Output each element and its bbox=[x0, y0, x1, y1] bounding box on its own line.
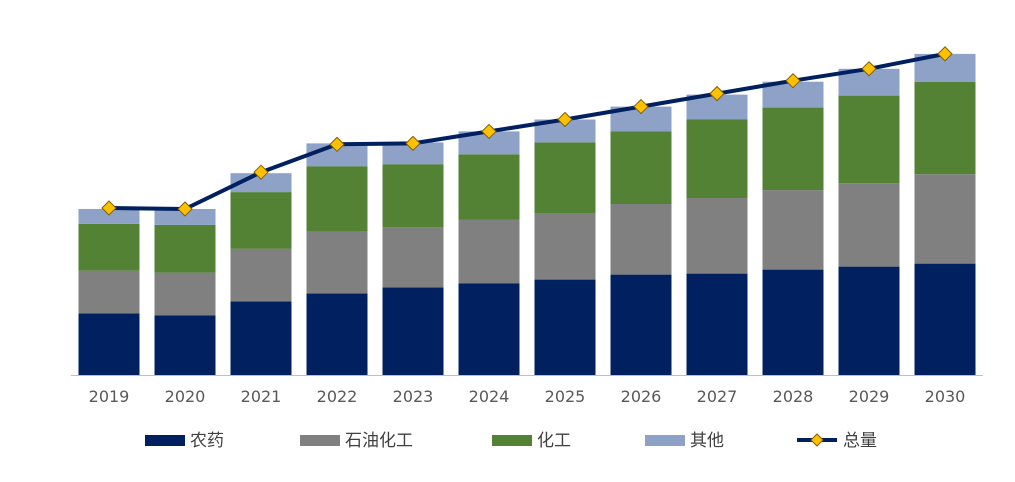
bar-segment-petrochemical-2020 bbox=[154, 272, 216, 316]
total-line bbox=[108, 51, 946, 211]
legend-label: 化工 bbox=[537, 431, 571, 451]
bar-segment-other-2024 bbox=[458, 131, 520, 155]
legend-label: 总量 bbox=[843, 431, 877, 451]
bars-layer bbox=[78, 53, 976, 375]
legend: 农药 石油化工 化工 其他 总量 bbox=[145, 431, 877, 451]
x-tick-label: 2028 bbox=[773, 387, 814, 406]
bar-segment-petrochemical-2021 bbox=[230, 248, 292, 302]
bar-segment-pesticide-2027 bbox=[686, 273, 748, 375]
x-tick-label: 2030 bbox=[925, 387, 966, 406]
bar-segment-chemical-2022 bbox=[306, 166, 368, 232]
bar-segment-petrochemical-2023 bbox=[382, 227, 444, 288]
x-tick-label: 2022 bbox=[317, 387, 358, 406]
bar-segment-chemical-2024 bbox=[458, 154, 520, 220]
x-tick-label: 2025 bbox=[545, 387, 586, 406]
bar-segment-pesticide-2020 bbox=[154, 315, 216, 375]
bar-segment-petrochemical-2027 bbox=[686, 198, 748, 274]
legend-label: 其他 bbox=[690, 431, 724, 451]
total-marker-2019 bbox=[101, 200, 117, 216]
bar-segment-petrochemical-2019 bbox=[78, 270, 140, 314]
legend-swatch bbox=[300, 435, 340, 446]
bar-segment-chemical-2026 bbox=[610, 131, 672, 204]
x-tick-label: 2020 bbox=[165, 387, 206, 406]
bar-segment-petrochemical-2022 bbox=[306, 231, 368, 294]
bar-segment-pesticide-2028 bbox=[762, 269, 824, 375]
total-marker-2029 bbox=[861, 61, 877, 77]
bar-segment-petrochemical-2029 bbox=[838, 183, 900, 267]
x-tick-labels: 2019 2020 2021 2022 2023 2024 2025 2026 2027 2028… bbox=[89, 387, 966, 406]
bar-segment-pesticide-2026 bbox=[610, 274, 672, 375]
x-tick-label: 2026 bbox=[621, 387, 662, 406]
bar-segment-chemical-2030 bbox=[914, 81, 976, 175]
bar-segment-chemical-2028 bbox=[762, 107, 824, 191]
total-line-layer bbox=[101, 46, 953, 217]
bar-segment-petrochemical-2030 bbox=[914, 174, 976, 264]
legend-swatch bbox=[145, 435, 185, 446]
total-marker-2026 bbox=[633, 98, 649, 115]
total-marker-2030 bbox=[937, 46, 953, 62]
legend-label: 石油化工 bbox=[345, 431, 413, 451]
total-marker-2021 bbox=[253, 164, 269, 180]
bar-segment-petrochemical-2024 bbox=[458, 219, 520, 284]
bar-segment-pesticide-2022 bbox=[306, 293, 368, 375]
bar-segment-chemical-2019 bbox=[78, 223, 140, 271]
legend-swatch bbox=[492, 435, 532, 446]
x-tick-label: 2024 bbox=[469, 387, 510, 406]
bar-segment-petrochemical-2026 bbox=[610, 204, 672, 275]
legend-diamond-icon bbox=[810, 433, 824, 447]
total-marker-2024 bbox=[481, 123, 497, 140]
total-marker-2020 bbox=[177, 201, 193, 217]
total-marker-2028 bbox=[785, 73, 801, 89]
bar-segment-pesticide-2024 bbox=[458, 283, 520, 375]
bar-segment-other-2023 bbox=[382, 142, 444, 165]
total-marker-2023 bbox=[405, 135, 421, 152]
bar-segment-other-2025 bbox=[534, 119, 596, 143]
bar-segment-pesticide-2025 bbox=[534, 279, 596, 375]
bar-segment-chemical-2021 bbox=[230, 192, 292, 249]
total-marker-2027 bbox=[709, 85, 725, 102]
bar-segment-pesticide-2029 bbox=[838, 266, 900, 375]
bar-segment-pesticide-2023 bbox=[382, 287, 444, 375]
bar-segment-pesticide-2019 bbox=[78, 313, 140, 375]
bar-segment-petrochemical-2028 bbox=[762, 190, 824, 270]
bar-segment-chemical-2029 bbox=[838, 95, 900, 184]
bar-segment-chemical-2025 bbox=[534, 142, 596, 213]
legend-label: 农药 bbox=[190, 431, 224, 451]
bar-segment-chemical-2023 bbox=[382, 164, 444, 228]
x-tick-label: 2027 bbox=[697, 387, 738, 406]
bar-segment-other-2020 bbox=[154, 209, 216, 225]
bar-segment-petrochemical-2025 bbox=[534, 212, 596, 280]
x-tick-label: 2019 bbox=[89, 387, 130, 406]
x-tick-label: 2029 bbox=[849, 387, 890, 406]
total-marker-2022 bbox=[329, 136, 345, 153]
bar-segment-pesticide-2021 bbox=[230, 301, 292, 375]
bar-segment-other-2019 bbox=[78, 209, 140, 224]
legend-swatch bbox=[645, 435, 685, 446]
bar-segment-pesticide-2030 bbox=[914, 263, 976, 375]
bar-segment-chemical-2020 bbox=[154, 224, 216, 273]
x-tick-label: 2021 bbox=[241, 387, 282, 406]
x-tick-label: 2023 bbox=[393, 387, 434, 406]
bar-segment-chemical-2027 bbox=[686, 119, 748, 198]
total-marker-2025 bbox=[557, 111, 573, 128]
